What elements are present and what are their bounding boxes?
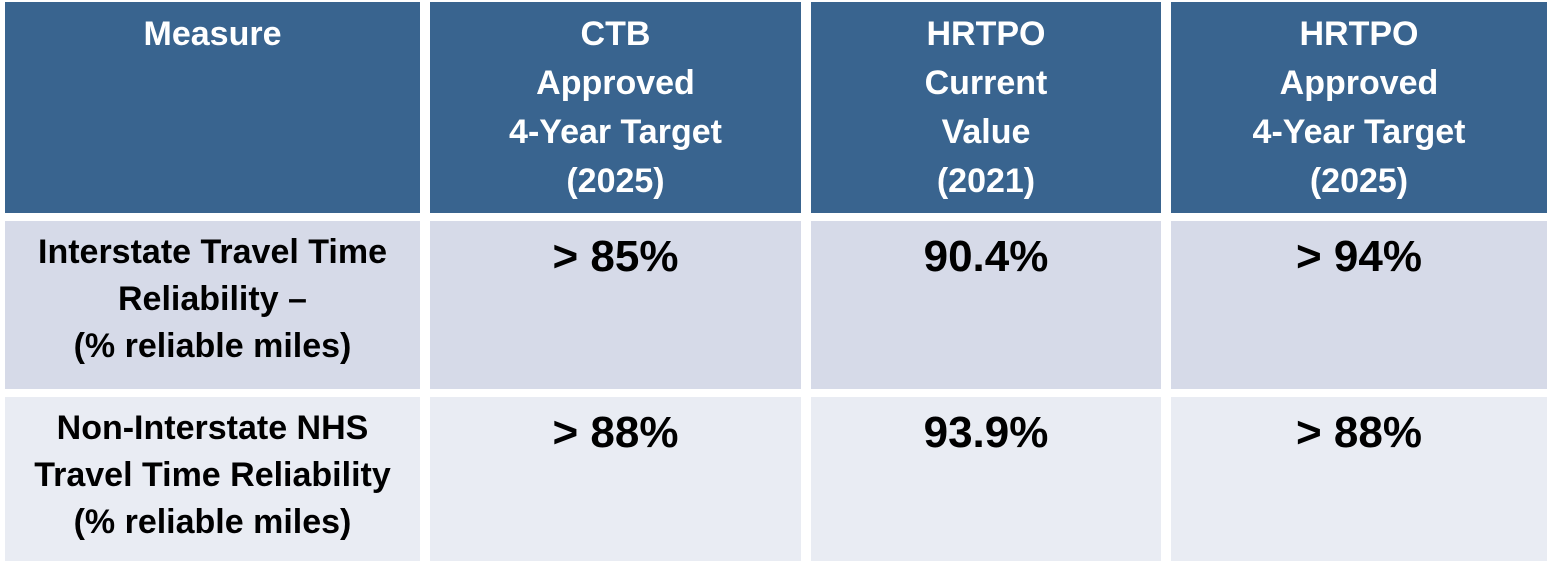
row-non-interstate-ctb-target: > 88% (430, 397, 801, 561)
row-interstate-ctb-target: > 85% (430, 221, 801, 389)
row-non-interstate-hrtpo-current: 93.9% (811, 397, 1161, 561)
header-hrtpo-current-value: HRTPO Current Value (2021) (811, 2, 1161, 213)
row-interstate-hrtpo-target: > 94% (1171, 221, 1547, 389)
header-hrtpo-approved-4yr-target: HRTPO Approved 4-Year Target (2025) (1171, 2, 1547, 213)
header-measure: Measure (5, 2, 420, 213)
row-interstate-hrtpo-current: 90.4% (811, 221, 1161, 389)
header-ctb-approved-4yr-target: CTB Approved 4-Year Target (2025) (430, 2, 801, 213)
row-non-interstate-hrtpo-target: > 88% (1171, 397, 1547, 561)
row-non-interstate-measure: Non-Interstate NHS Travel Time Reliabili… (5, 397, 420, 561)
row-interstate-measure: Interstate Travel Time Reliability – (% … (5, 221, 420, 389)
